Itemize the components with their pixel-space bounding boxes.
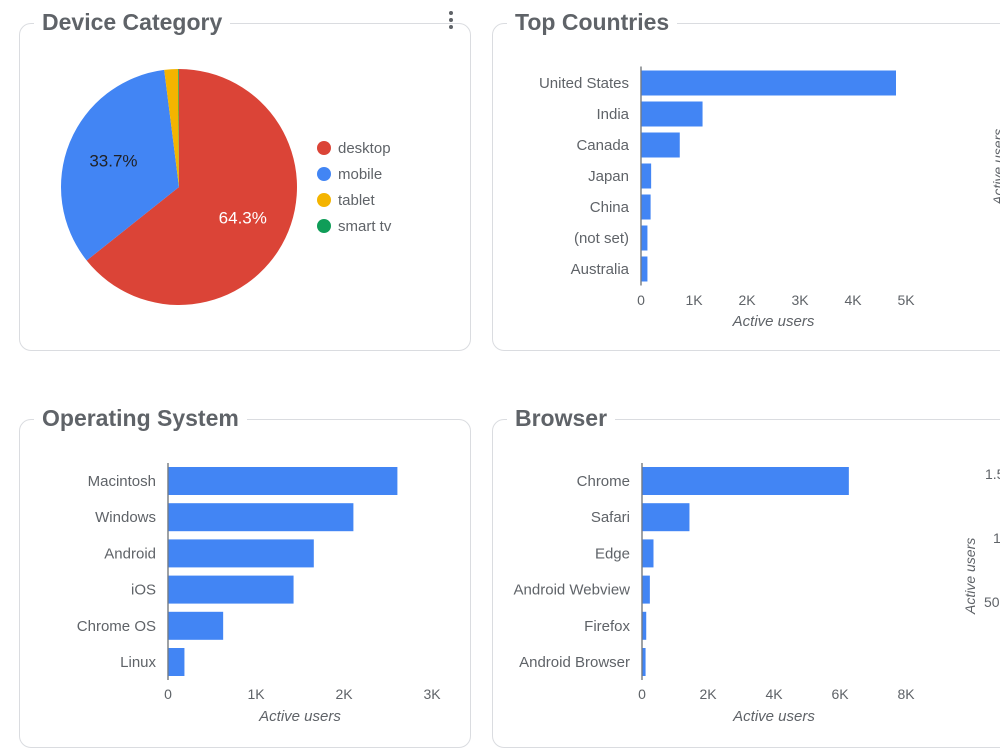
pie-slice-desktop[interactable]: [86, 69, 297, 305]
legend-swatch-smart-tv: [317, 219, 331, 233]
browser-bar-edge[interactable]: [642, 539, 654, 568]
countries-right-axis-title-fragment: Active users: [990, 128, 1000, 205]
countries-bar-canada[interactable]: [641, 132, 680, 158]
legend-label-mobile[interactable]: mobile: [338, 166, 382, 183]
countries-x-tick-0: 0: [637, 292, 645, 308]
top-countries-title: Top Countries: [507, 8, 678, 36]
pie-slice-smart-tv[interactable]: [178, 69, 179, 187]
os-category-label-chrome-os: Chrome OS: [77, 618, 156, 635]
countries-category-label-united-states: United States: [539, 75, 629, 92]
countries-bar-india[interactable]: [641, 101, 703, 127]
countries-x-tick-2k: 2K: [738, 292, 756, 308]
operating-system-title: Operating System: [34, 404, 247, 432]
pie-slice-mobile[interactable]: [61, 69, 179, 261]
countries-bar-australia[interactable]: [641, 256, 648, 282]
browser-right-tick-1: 1.5: [985, 466, 1000, 482]
browser-right-axis-title: Active users: [962, 537, 978, 614]
os-bar-chart: Macintosh Windows Android iOS Chrome OS Linux…: [77, 463, 441, 725]
browser-bar-chrome[interactable]: [642, 467, 849, 495]
browser-x-tick-2k: 2K: [699, 686, 717, 702]
os-bar-android[interactable]: [168, 539, 314, 568]
os-x-tick-0: 0: [164, 686, 172, 702]
countries-category-label-not-set: (not set): [574, 230, 629, 247]
legend-label-desktop[interactable]: desktop: [338, 140, 391, 157]
browser-category-label-safari: Safari: [591, 509, 630, 526]
browser-category-label-edge: Edge: [595, 545, 630, 562]
pie-slice-tablet[interactable]: [164, 69, 179, 187]
countries-bar-japan[interactable]: [641, 163, 652, 189]
countries-x-axis-title: Active users: [732, 313, 815, 330]
countries-bar-china[interactable]: [641, 194, 651, 220]
countries-category-label-australia: Australia: [571, 261, 630, 278]
countries-category-label-canada: Canada: [576, 137, 629, 154]
legend-swatch-desktop: [317, 141, 331, 155]
browser-x-tick-8k: 8K: [897, 686, 915, 702]
countries-bar-not-set[interactable]: [641, 225, 648, 251]
countries-category-label-china: China: [590, 199, 630, 216]
browser-bar-firefox[interactable]: [642, 611, 647, 640]
legend-label-smart-tv[interactable]: smart tv: [338, 218, 392, 235]
os-x-tick-3k: 3K: [423, 686, 441, 702]
browser-x-tick-6k: 6K: [831, 686, 849, 702]
browser-category-label-android-webview: Android Webview: [514, 582, 631, 599]
legend-label-tablet[interactable]: tablet: [338, 192, 376, 209]
countries-x-tick-5k: 5K: [897, 292, 915, 308]
os-bar-ios[interactable]: [168, 575, 294, 604]
os-bar-macintosh[interactable]: [168, 467, 398, 495]
browser-bar-android-browser[interactable]: [642, 648, 646, 676]
pie-data-label-mobile: 33.7%: [89, 151, 137, 170]
countries-bar-united-states[interactable]: [641, 70, 896, 96]
os-category-label-ios: iOS: [131, 582, 156, 599]
os-category-label-android: Android: [104, 545, 156, 562]
legend-swatch-tablet: [317, 193, 331, 207]
browser-x-tick-0: 0: [638, 686, 646, 702]
device-category-title: Device Category: [34, 8, 231, 36]
countries-x-tick-1k: 1K: [685, 292, 703, 308]
browser-right-tick-2: 1: [993, 530, 1000, 546]
browser-category-label-firefox: Firefox: [584, 618, 630, 635]
browser-x-tick-4k: 4K: [765, 686, 783, 702]
browser-bar-safari[interactable]: [642, 503, 690, 532]
countries-x-tick-3k: 3K: [791, 292, 809, 308]
more-vert-icon[interactable]: [444, 10, 458, 32]
browser-x-axis-title: Active users: [732, 708, 815, 725]
browser-bar-chart: Chrome Safari Edge Android Webview Firefox An…: [514, 463, 915, 725]
pie-data-label-desktop: 64.3%: [219, 209, 267, 228]
os-category-label-linux: Linux: [120, 654, 156, 671]
browser-title: Browser: [507, 404, 616, 432]
os-x-tick-1k: 1K: [247, 686, 265, 702]
os-category-label-macintosh: Macintosh: [88, 473, 156, 490]
os-category-label-windows: Windows: [95, 509, 156, 526]
countries-x-tick-4k: 4K: [844, 292, 862, 308]
os-bar-chrome-os[interactable]: [168, 611, 224, 640]
browser-category-label-android-browser: Android Browser: [519, 654, 630, 671]
legend-swatch-mobile: [317, 167, 331, 181]
countries-category-label-japan: Japan: [588, 168, 629, 185]
countries-category-label-india: India: [596, 106, 629, 123]
browser-right-tick-3: 50: [984, 594, 1000, 610]
os-bar-linux[interactable]: [168, 648, 185, 676]
countries-bar-chart: United States India Canada Japan China (not s…: [539, 66, 915, 330]
os-x-axis-title: Active users: [258, 708, 341, 725]
os-bar-windows[interactable]: [168, 503, 354, 532]
os-x-tick-2k: 2K: [335, 686, 353, 702]
browser-bar-android-webview[interactable]: [642, 575, 650, 604]
browser-category-label-chrome: Chrome: [577, 473, 630, 490]
